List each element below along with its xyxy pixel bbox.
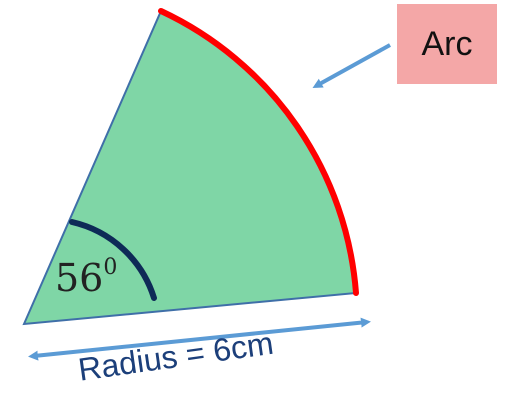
double-arrow-icon — [28, 317, 371, 361]
angle-value: 56 — [55, 256, 104, 300]
arc-label-box: Arc — [397, 4, 497, 84]
angle-label: 560 — [55, 256, 117, 300]
arrow-icon — [312, 43, 391, 88]
arc-label: Arc — [421, 24, 473, 63]
angle-superscript: 0 — [103, 255, 118, 280]
angle-marker — [69, 219, 157, 301]
arc-highlight — [158, 8, 359, 296]
